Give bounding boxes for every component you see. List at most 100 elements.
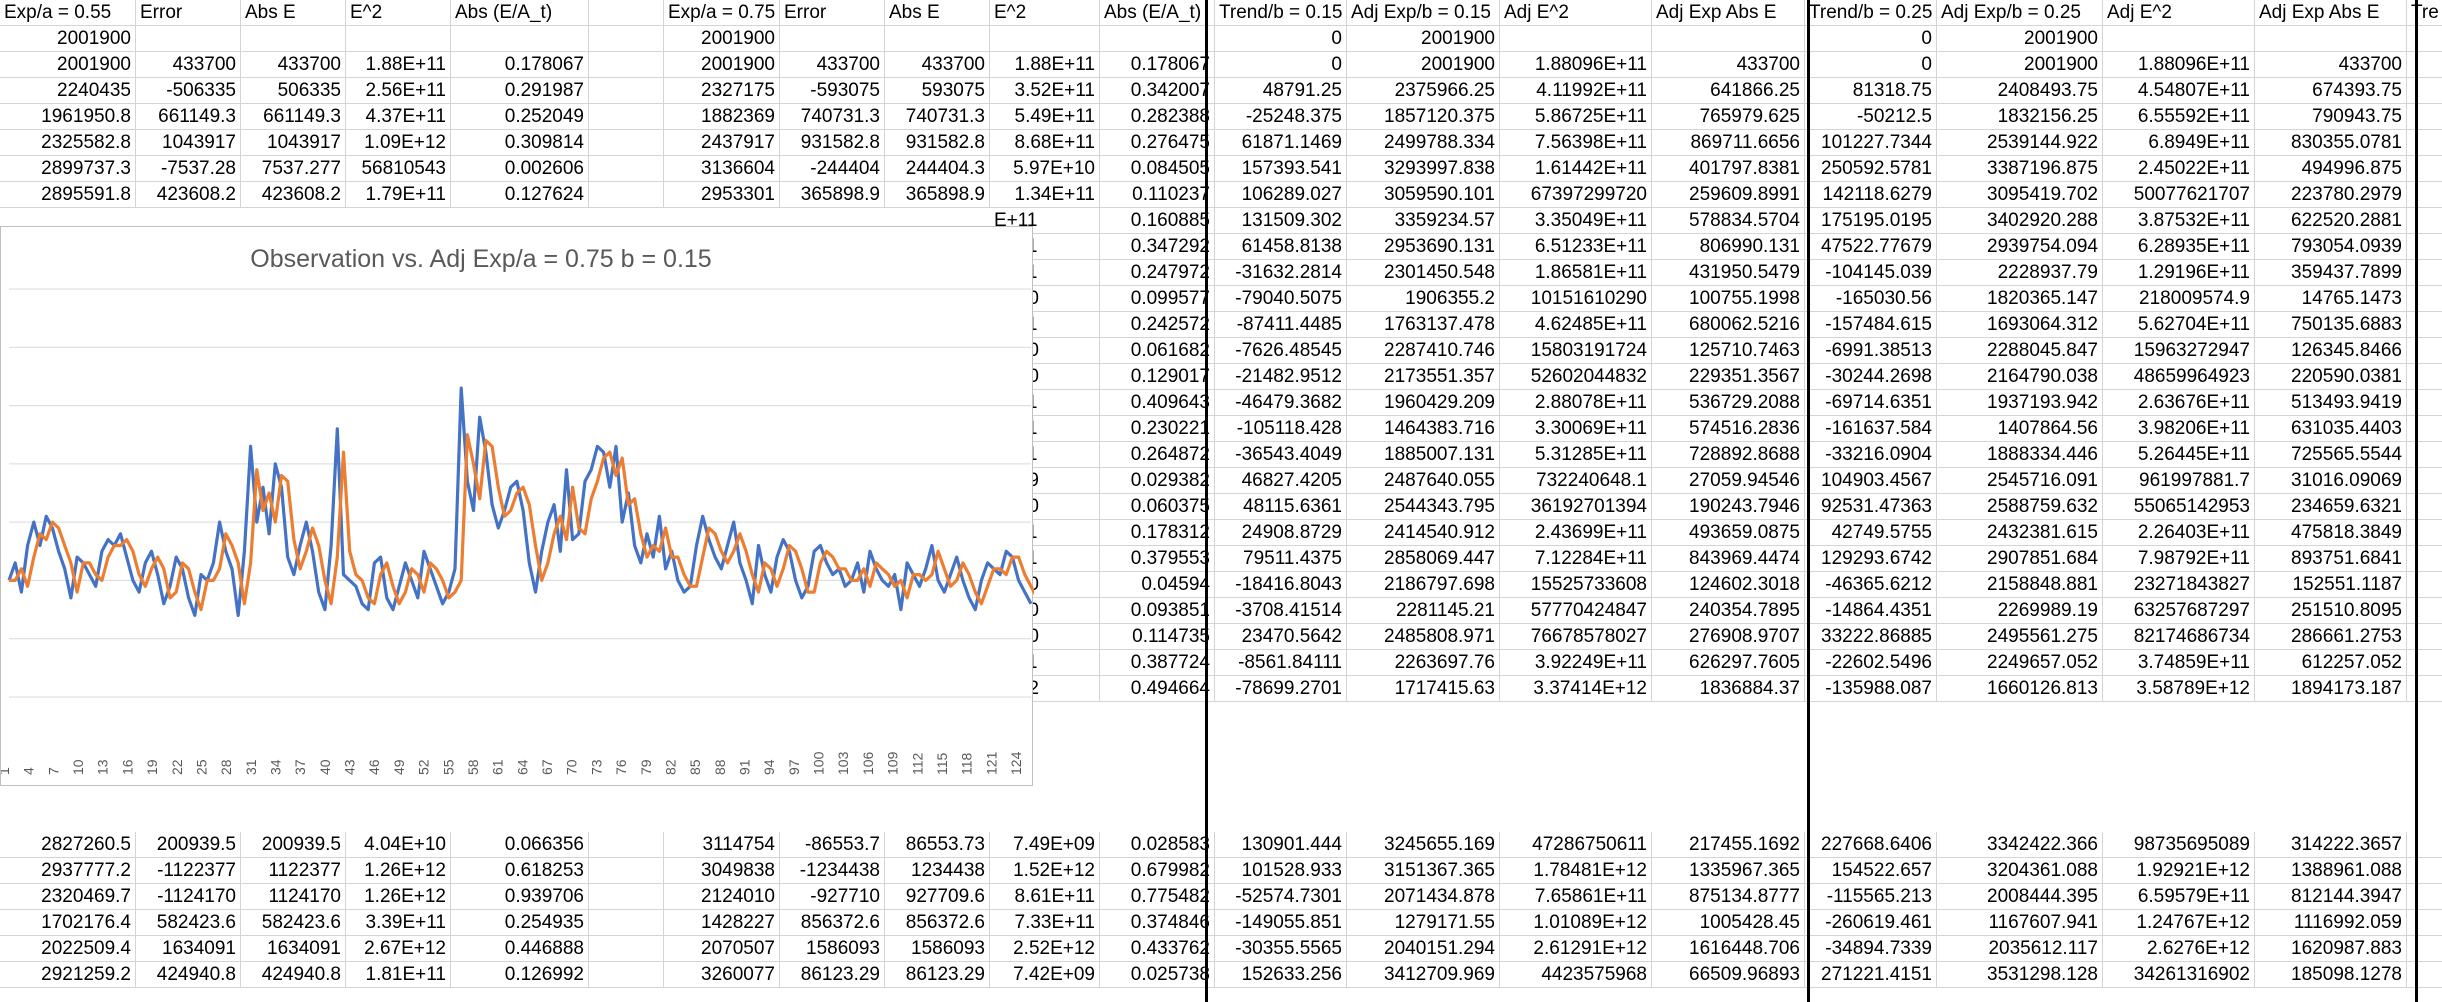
cell[interactable]: 359437.7899 [2255, 260, 2407, 286]
cell[interactable]: 1043917 [136, 130, 241, 156]
cell[interactable]: 3.58789E+12 [2103, 676, 2255, 702]
series-line-1[interactable] [7, 386, 1033, 617]
cell[interactable]: 3402920.288 [1937, 208, 2103, 234]
cell[interactable] [2407, 78, 2442, 104]
cell[interactable]: 1234438 [885, 858, 990, 884]
cell[interactable]: -18416.8043 [1215, 572, 1347, 598]
cell[interactable]: 1.78481E+12 [1500, 858, 1652, 884]
cell[interactable]: 5 [2407, 624, 2442, 650]
column-header[interactable] [589, 0, 664, 26]
cell[interactable]: 3412709.969 [1347, 962, 1500, 988]
cell[interactable]: 42749.5755 [1805, 520, 1937, 546]
cell[interactable]: 2414540.912 [1347, 520, 1500, 546]
cell[interactable]: 493659.0875 [1652, 520, 1805, 546]
cell[interactable]: 401797.8381 [1652, 156, 1805, 182]
cell[interactable]: 2325582.8 [0, 130, 136, 156]
cell[interactable]: 0.028583 [1100, 832, 1215, 858]
series-line-2[interactable] [9, 433, 1034, 612]
cell[interactable]: 1.26E+12 [346, 884, 451, 910]
cell[interactable]: 4423575968 [1500, 962, 1652, 988]
cell[interactable]: 1122377 [241, 858, 346, 884]
cell[interactable]: 0 [1215, 52, 1347, 78]
cell[interactable]: -104145.039 [1805, 260, 1937, 286]
cell[interactable]: 5 [2407, 962, 2442, 988]
cell[interactable]: 0.247972 [1100, 260, 1215, 286]
cell[interactable]: 2001900 [1347, 26, 1500, 52]
cell[interactable]: 1820365.147 [1937, 286, 2103, 312]
cell[interactable]: 27059.94546 [1652, 468, 1805, 494]
cell[interactable]: 0.282388 [1100, 104, 1215, 130]
cell[interactable]: 0.04594 [1100, 572, 1215, 598]
cell[interactable]: 10151610290 [1500, 286, 1652, 312]
column-header[interactable] [589, 78, 664, 104]
cell[interactable]: -149055.851 [1215, 910, 1347, 936]
cell[interactable]: -87411.4485 [1215, 312, 1347, 338]
cell[interactable]: 3095419.702 [1937, 182, 2103, 208]
cell[interactable]: 2921259.2 [0, 962, 136, 988]
column-header[interactable] [589, 936, 664, 962]
cell[interactable]: 106289.027 [1215, 182, 1347, 208]
cell[interactable]: 0.178067 [1100, 52, 1215, 78]
cell[interactable]: 0.127624 [451, 182, 589, 208]
cell[interactable]: 2588759.632 [1937, 494, 2103, 520]
cell[interactable]: 5.26445E+11 [2103, 442, 2255, 468]
cell[interactable]: 2.43699E+11 [1500, 520, 1652, 546]
column-header[interactable]: Tre [2407, 0, 2442, 26]
cell[interactable]: 6.55592E+11 [2103, 104, 2255, 130]
cell[interactable]: 3.30069E+11 [1500, 416, 1652, 442]
cell[interactable]: 582423.6 [241, 910, 346, 936]
cell[interactable]: 2327175 [664, 78, 780, 104]
column-header[interactable]: E+11 [990, 208, 1100, 234]
cell[interactable]: 0 [1805, 52, 1937, 78]
cell[interactable]: 1 [2407, 104, 2442, 130]
cell[interactable]: 3.39E+11 [346, 910, 451, 936]
cell[interactable]: 52602044832 [1500, 364, 1652, 390]
cell[interactable]: 0.276475 [1100, 130, 1215, 156]
cell[interactable]: 55065142953 [2103, 494, 2255, 520]
cell[interactable]: 433700 [885, 52, 990, 78]
cell[interactable]: 0.264872 [1100, 442, 1215, 468]
cell[interactable]: 2487640.055 [1347, 468, 1500, 494]
cell[interactable]: 2495561.275 [1937, 624, 2103, 650]
column-header[interactable] [589, 52, 664, 78]
cell[interactable]: 0.252049 [451, 104, 589, 130]
cell[interactable]: 92531.47363 [1805, 494, 1937, 520]
cell[interactable]: - [2407, 364, 2442, 390]
cell[interactable]: 7.98792E+11 [2103, 546, 2255, 572]
cell[interactable]: 4 [2407, 156, 2442, 182]
cell[interactable]: 365898.9 [885, 182, 990, 208]
cell[interactable]: 0.093851 [1100, 598, 1215, 624]
cell[interactable]: 0.433762 [1100, 936, 1215, 962]
cell[interactable]: 0.066356 [451, 832, 589, 858]
cell[interactable]: 1.92921E+12 [2103, 858, 2255, 884]
cell[interactable]: 0.775482 [1100, 884, 1215, 910]
cell[interactable]: 424940.8 [136, 962, 241, 988]
cell[interactable]: 1693064.312 [1937, 312, 2103, 338]
cell[interactable]: 0.446888 [451, 936, 589, 962]
cell[interactable]: 869711.6656 [1652, 130, 1805, 156]
cell[interactable]: 3049838 [664, 858, 780, 884]
cell[interactable]: 2899737.3 [0, 156, 136, 182]
cell[interactable]: 130901.444 [1215, 832, 1347, 858]
cell[interactable]: 2158848.881 [1937, 572, 2103, 598]
column-header[interactable] [589, 962, 664, 988]
cell[interactable]: 2186797.698 [1347, 572, 1500, 598]
cell[interactable]: - [2407, 416, 2442, 442]
cell[interactable]: 1702176.4 [0, 910, 136, 936]
cell[interactable]: 2.67E+12 [346, 936, 451, 962]
column-header[interactable]: Adj Exp Abs E [2255, 0, 2407, 26]
cell[interactable]: 7.49E+09 [990, 832, 1100, 858]
cell[interactable]: 200939.5 [241, 832, 346, 858]
cell[interactable]: 1836884.37 [1652, 676, 1805, 702]
cell[interactable] [1652, 26, 1805, 52]
cell[interactable]: 1.88E+11 [346, 52, 451, 78]
cell[interactable]: 2895591.8 [0, 182, 136, 208]
cell[interactable]: 7.65861E+11 [1500, 884, 1652, 910]
cell[interactable] [990, 26, 1100, 52]
cell[interactable] [1100, 26, 1215, 52]
cell[interactable]: 4 [2407, 520, 2442, 546]
cell[interactable]: 1.01089E+12 [1500, 910, 1652, 936]
cell[interactable]: 0.178067 [451, 52, 589, 78]
cell[interactable]: 1043917 [241, 130, 346, 156]
